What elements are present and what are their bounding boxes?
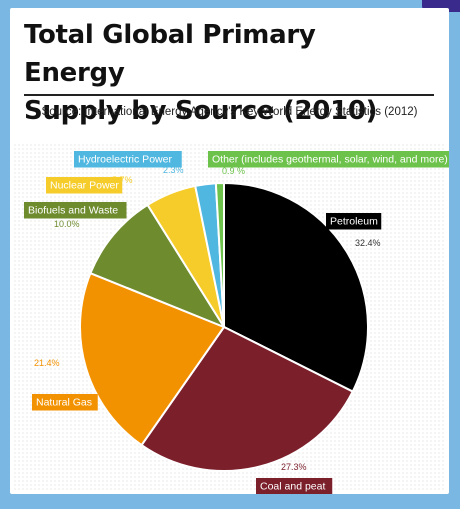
slice-name-hydroelectric-power: Hydroelectric Power [78, 154, 172, 166]
slice-name-natural-gas: Natural Gas [36, 397, 92, 409]
pie-chart: Petroleum 32.4% Coal and peat 27.3% Natural … [14, 142, 449, 494]
title-line-1: Total Global Primary Energy [24, 20, 316, 88]
slice-natural-gas [79, 271, 226, 447]
slice-value-biofuels-and-waste: 10.0% [54, 219, 80, 229]
slice-other [214, 181, 225, 328]
title-line-2: Supply by Source (2010) [24, 96, 378, 126]
slice-value-coal-and-peat: 27.3% [281, 462, 307, 472]
slice-tag-coal-and-peat [256, 478, 333, 494]
title-divider [24, 94, 434, 96]
slice-value-hydroelectric-power: 2.3% [163, 165, 184, 175]
slice-value-natural-gas: 21.4% [34, 358, 60, 368]
slice-name-nuclear-power: Nuclear Power [50, 180, 119, 192]
slice-biofuels-and-waste [89, 203, 227, 330]
slice-tag-petroleum [326, 213, 382, 230]
slice-name-other: Other (includes geothermal, solar, wind,… [212, 154, 448, 166]
slice-name-petroleum: Petroleum [330, 216, 378, 228]
slice-coal-and-peat [140, 325, 355, 472]
slice-tag-other [208, 151, 449, 168]
slice-tag-biofuels-and-waste [24, 202, 127, 219]
source-note: Source: International Energy Agency's Ke… [41, 106, 418, 118]
slice-tag-hydroelectric-power [74, 151, 182, 168]
pie-slices [79, 181, 369, 472]
slice-value-nuclear-power: 5.7% [112, 175, 133, 185]
slice-value-other: 0.9 % [222, 166, 245, 176]
chart-title: Total Global Primary Energy Supply by So… [24, 16, 424, 130]
infographic-card: Total Global Primary Energy Supply by So… [10, 8, 449, 494]
slice-name-biofuels-and-waste: Biofuels and Waste [28, 205, 118, 217]
pie-labels: Petroleum 32.4% Coal and peat 27.3% Natural … [24, 151, 449, 494]
slice-petroleum [223, 181, 369, 393]
slice-value-petroleum: 32.4% [355, 238, 381, 248]
slice-tag-nuclear-power [46, 177, 123, 194]
chart-area: Petroleum 32.4% Coal and peat 27.3% Natural … [10, 132, 449, 494]
slice-tag-natural-gas [32, 394, 98, 411]
slice-name-coal-and-peat: Coal and peat [260, 481, 325, 493]
